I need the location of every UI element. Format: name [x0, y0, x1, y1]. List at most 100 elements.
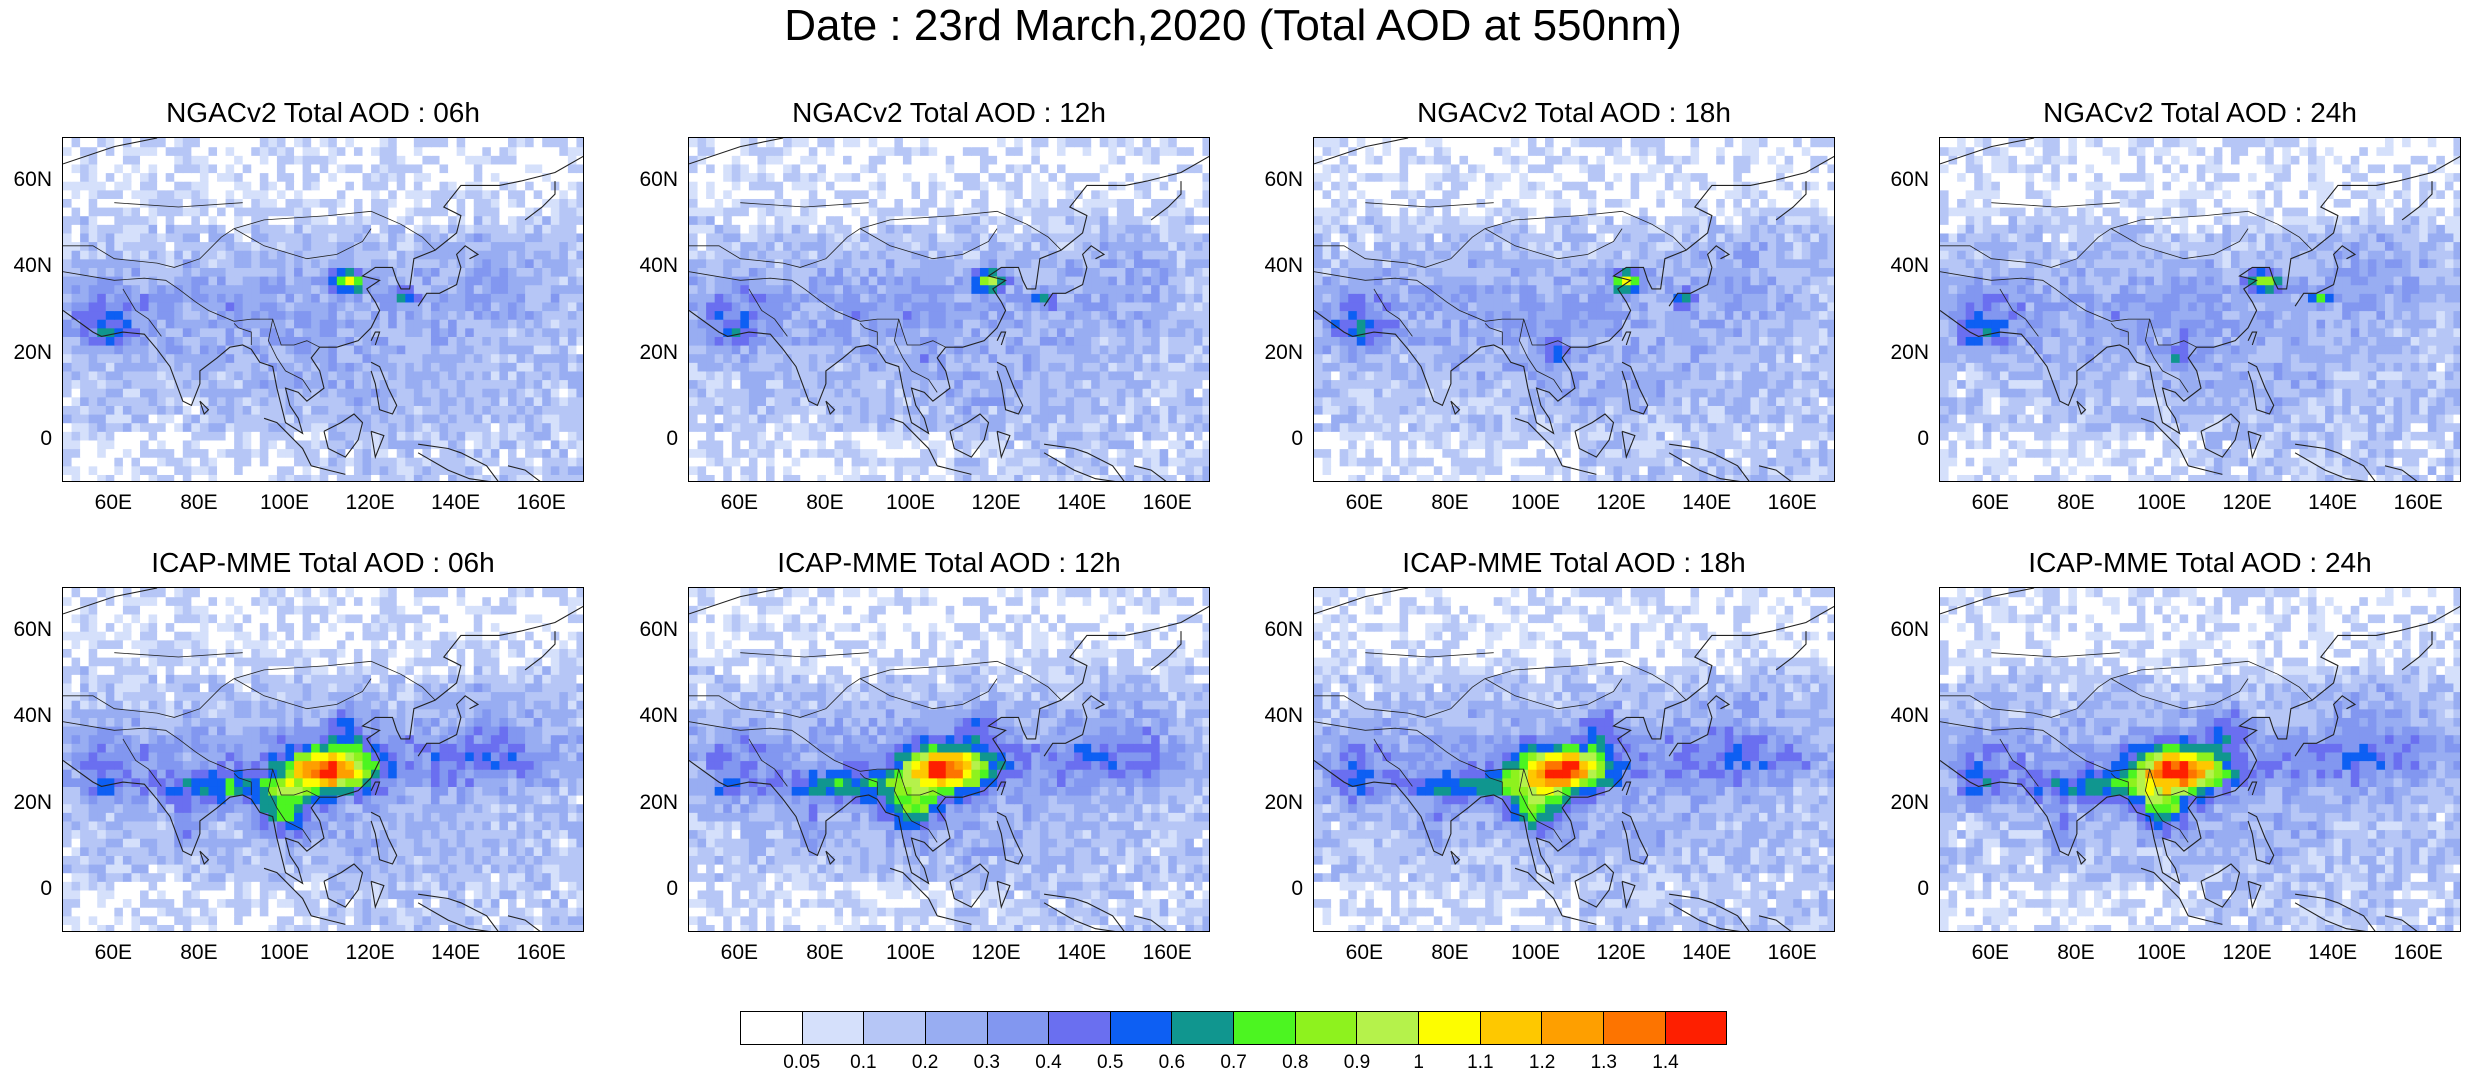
colorbar-swatch: [1296, 1012, 1358, 1044]
y-tick-label: 0: [618, 427, 678, 451]
colorbar-swatch: [926, 1012, 988, 1044]
aod-map-ngac-18h: [1313, 137, 1835, 482]
y-tick-label: 0: [0, 427, 52, 451]
x-tick-label: 120E: [2212, 491, 2282, 515]
panel-title: NGACv2 Total AOD : 12h: [668, 97, 1230, 129]
x-tick-label: 60E: [704, 941, 774, 965]
x-tick-label: 140E: [1672, 491, 1742, 515]
x-tick-label: 160E: [2383, 941, 2453, 965]
y-tick-label: 0: [1869, 427, 1929, 451]
x-tick-label: 60E: [78, 941, 148, 965]
x-tick-label: 140E: [1047, 941, 1117, 965]
x-tick-label: 120E: [1586, 941, 1656, 965]
y-tick-label: 60N: [618, 168, 678, 192]
y-tick-label: 0: [1243, 427, 1303, 451]
x-tick-label: 140E: [2298, 491, 2368, 515]
x-tick-label: 80E: [2041, 941, 2111, 965]
x-tick-label: 160E: [2383, 491, 2453, 515]
panel-title: ICAP-MME Total AOD : 18h: [1293, 547, 1855, 579]
aod-map-icap-12h: [688, 587, 1210, 932]
x-tick-label: 100E: [2126, 491, 2196, 515]
x-tick-label: 120E: [335, 941, 405, 965]
x-tick-label: 100E: [2126, 941, 2196, 965]
x-tick-label: 80E: [1415, 941, 1485, 965]
x-tick-label: 120E: [1586, 491, 1656, 515]
panel-title: NGACv2 Total AOD : 24h: [1919, 97, 2466, 129]
y-tick-label: 0: [0, 877, 52, 901]
aod-map-icap-18h: [1313, 587, 1835, 932]
panel-title: NGACv2 Total AOD : 06h: [42, 97, 604, 129]
y-tick-label: 20N: [1243, 341, 1303, 365]
x-tick-label: 160E: [1132, 491, 1202, 515]
y-tick-label: 20N: [0, 341, 52, 365]
aod-field: [1314, 138, 1835, 482]
aod-field: [63, 588, 584, 932]
y-tick-label: 40N: [1243, 704, 1303, 728]
x-tick-label: 80E: [2041, 491, 2111, 515]
x-tick-label: 80E: [790, 491, 860, 515]
x-tick-label: 160E: [506, 941, 576, 965]
figure-title: Date : 23rd March,2020 (Total AOD at 550…: [0, 2, 2466, 50]
y-tick-label: 40N: [0, 254, 52, 278]
y-tick-label: 40N: [1869, 704, 1929, 728]
colorbar-swatch: [1357, 1012, 1419, 1044]
colorbar-swatch: [1111, 1012, 1173, 1044]
y-tick-label: 20N: [618, 341, 678, 365]
y-tick-label: 60N: [618, 618, 678, 642]
x-tick-label: 60E: [704, 491, 774, 515]
x-tick-label: 100E: [249, 491, 319, 515]
x-tick-label: 120E: [961, 491, 1031, 515]
panel-title: NGACv2 Total AOD : 18h: [1293, 97, 1855, 129]
panel-title: ICAP-MME Total AOD : 24h: [1919, 547, 2466, 579]
colorbar-swatch: [1481, 1012, 1543, 1044]
aod-field: [1940, 138, 2461, 482]
y-tick-label: 20N: [1869, 791, 1929, 815]
x-tick-label: 100E: [249, 941, 319, 965]
y-tick-label: 0: [1869, 877, 1929, 901]
x-tick-label: 140E: [421, 941, 491, 965]
x-tick-label: 100E: [875, 941, 945, 965]
x-tick-label: 120E: [961, 941, 1031, 965]
x-tick-label: 60E: [1329, 491, 1399, 515]
x-tick-label: 100E: [875, 491, 945, 515]
x-tick-label: 140E: [1672, 941, 1742, 965]
y-tick-label: 60N: [1243, 618, 1303, 642]
colorbar-swatch: [1666, 1012, 1727, 1044]
y-tick-label: 60N: [1869, 168, 1929, 192]
aod-field: [63, 138, 584, 482]
colorbar-swatch: [1172, 1012, 1234, 1044]
y-tick-label: 60N: [1243, 168, 1303, 192]
y-tick-label: 60N: [1869, 618, 1929, 642]
y-tick-label: 20N: [618, 791, 678, 815]
y-tick-label: 0: [618, 877, 678, 901]
x-tick-label: 160E: [506, 491, 576, 515]
y-tick-label: 40N: [618, 254, 678, 278]
colorbar-swatch: [1542, 1012, 1604, 1044]
y-tick-label: 0: [1243, 877, 1303, 901]
y-tick-label: 40N: [618, 704, 678, 728]
colorbar-swatch: [988, 1012, 1050, 1044]
y-tick-label: 40N: [1869, 254, 1929, 278]
colorbar-swatch: [741, 1012, 803, 1044]
x-tick-label: 60E: [1955, 491, 2025, 515]
x-tick-label: 60E: [1329, 941, 1399, 965]
y-tick-label: 60N: [0, 168, 52, 192]
panel-title: ICAP-MME Total AOD : 12h: [668, 547, 1230, 579]
x-tick-label: 80E: [790, 941, 860, 965]
y-tick-label: 20N: [0, 791, 52, 815]
aod-field: [689, 588, 1210, 932]
colorbar: [740, 1011, 1727, 1045]
colorbar-swatch: [1049, 1012, 1111, 1044]
aod-map-icap-24h: [1939, 587, 2461, 932]
colorbar-swatch: [864, 1012, 926, 1044]
aod-map-ngac-06h: [62, 137, 584, 482]
aod-field: [689, 138, 1210, 482]
colorbar-swatch: [1234, 1012, 1296, 1044]
y-tick-label: 40N: [0, 704, 52, 728]
x-tick-label: 60E: [1955, 941, 2025, 965]
x-tick-label: 80E: [164, 491, 234, 515]
aod-field: [1940, 588, 2461, 932]
colorbar-swatch: [1604, 1012, 1666, 1044]
x-tick-label: 120E: [2212, 941, 2282, 965]
colorbar-swatch: [1419, 1012, 1481, 1044]
